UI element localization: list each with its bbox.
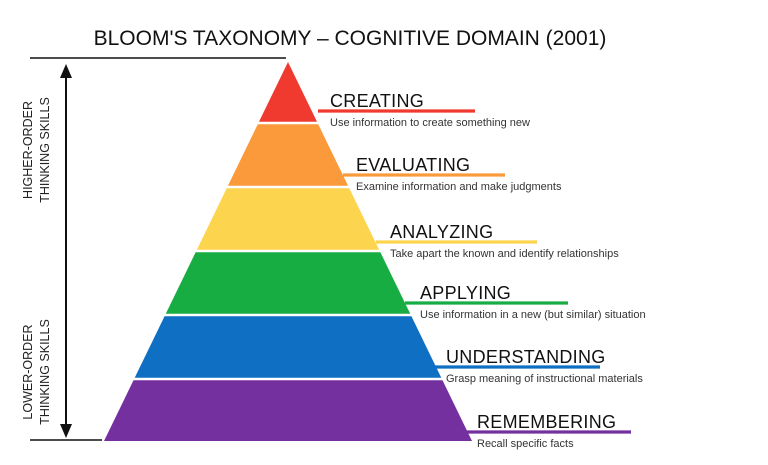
level-description-evaluating: Examine information and make judgments bbox=[356, 181, 562, 193]
lower-order-label-line1: LOWER-ORDER bbox=[21, 324, 35, 419]
arrow-up-head bbox=[60, 64, 72, 78]
tier-creating bbox=[258, 62, 318, 122]
level-name-creating: CREATING bbox=[330, 91, 424, 111]
higher-order-label-line1: HIGHER-ORDER bbox=[21, 101, 35, 199]
level-description-understanding: Grasp meaning of instructional materials bbox=[446, 373, 643, 385]
tier-evaluating bbox=[227, 124, 349, 186]
tier-remembering bbox=[104, 380, 472, 441]
pyramid bbox=[104, 62, 472, 441]
diagram-title: BLOOM'S TAXONOMY – COGNITIVE DOMAIN (200… bbox=[94, 27, 607, 50]
level-description-remembering: Recall specific facts bbox=[477, 438, 574, 450]
lower-order-label-line2: THINKING SKILLS bbox=[38, 319, 52, 425]
level-name-analyzing: ANALYZING bbox=[390, 222, 493, 242]
higher-order-label-line2: THINKING SKILLS bbox=[38, 97, 52, 203]
tier-understanding bbox=[134, 316, 442, 378]
level-name-understanding: UNDERSTANDING bbox=[446, 347, 606, 367]
level-labels: CREATING Use information to create someth… bbox=[318, 91, 646, 450]
arrow-down-head bbox=[60, 424, 72, 438]
level-name-evaluating: EVALUATING bbox=[356, 155, 470, 175]
tier-applying bbox=[165, 252, 411, 314]
level-description-analyzing: Take apart the known and identify relati… bbox=[390, 248, 619, 260]
tier-analyzing bbox=[196, 188, 380, 250]
level-name-applying: APPLYING bbox=[420, 283, 511, 303]
level-name-remembering: REMEMBERING bbox=[477, 412, 616, 432]
level-description-applying: Use information in a new (but similar) s… bbox=[420, 309, 646, 321]
level-description-creating: Use information to create something new bbox=[330, 117, 530, 129]
